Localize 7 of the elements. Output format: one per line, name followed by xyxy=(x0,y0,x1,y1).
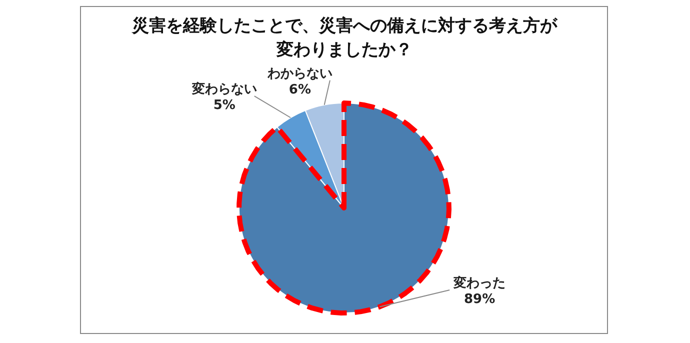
chart-title: 災害を経験したことで、災害への備えに対する考え方が変わりましたか？ xyxy=(130,15,558,62)
slice-label: 変わった xyxy=(452,275,506,291)
slice-label: わからない xyxy=(266,66,332,82)
data-label: 6% xyxy=(288,82,312,98)
data-label: 5% xyxy=(213,98,236,114)
data-label: 89% xyxy=(464,292,496,307)
slice-label: 変わらない xyxy=(190,81,257,98)
